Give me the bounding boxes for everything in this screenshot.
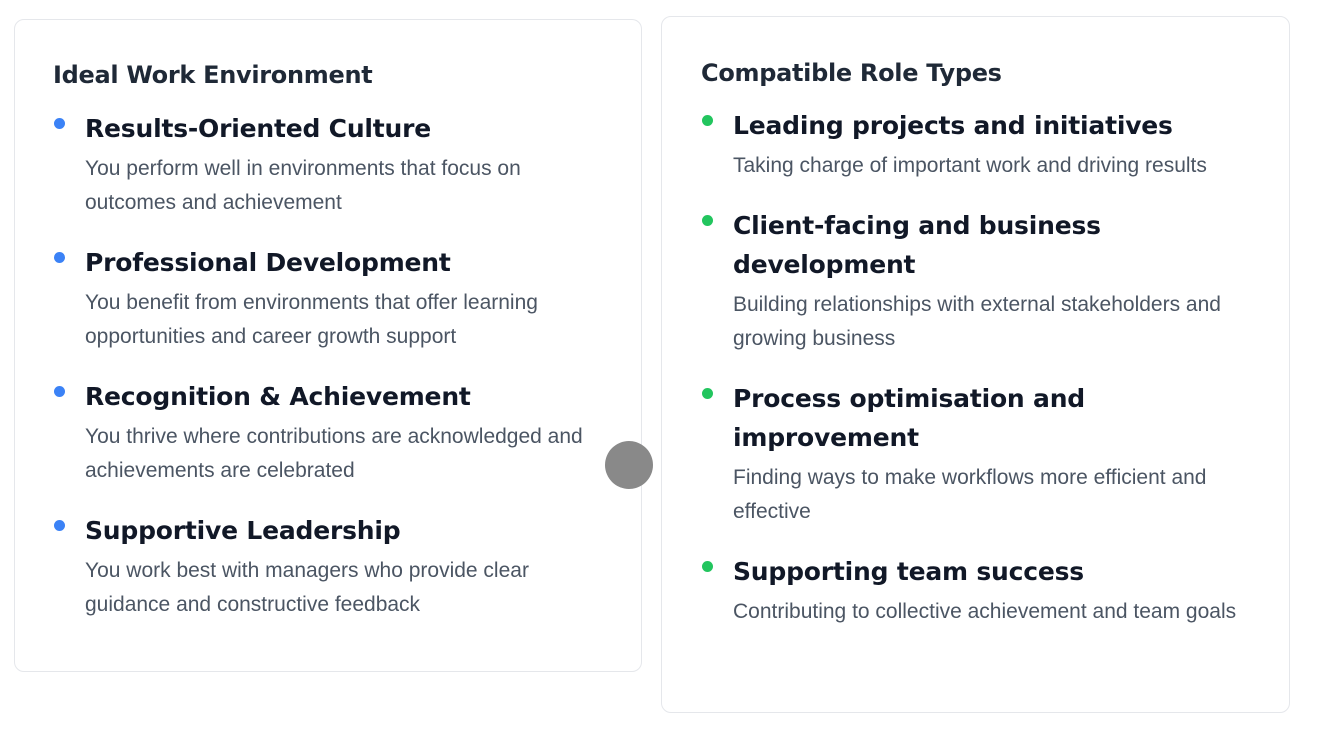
green-bullet-icon bbox=[702, 561, 713, 572]
list-item: Professional Development You benefit fro… bbox=[53, 243, 611, 354]
item-title: Supporting team success bbox=[733, 557, 1084, 586]
blue-bullet-icon bbox=[54, 118, 65, 129]
green-bullet-icon bbox=[702, 388, 713, 399]
list-item: Client-facing and business development B… bbox=[701, 206, 1259, 356]
ideal-work-environment-card: Ideal Work Environment Results-Oriented … bbox=[14, 19, 642, 672]
item-title: Results-Oriented Culture bbox=[85, 114, 432, 143]
item-title: Supportive Leadership bbox=[85, 516, 401, 545]
green-bullet-icon bbox=[702, 215, 713, 226]
drag-handle-cursor[interactable] bbox=[605, 441, 653, 489]
list-item: Supporting team success Contributing to … bbox=[701, 552, 1259, 629]
item-description: Contributing to collective achievement a… bbox=[733, 600, 1237, 623]
blue-bullet-icon bbox=[54, 252, 65, 263]
blue-bullet-icon bbox=[54, 386, 65, 397]
item-description: Building relationships with external sta… bbox=[733, 293, 1221, 350]
list-item: Leading projects and initiatives Taking … bbox=[701, 106, 1259, 183]
card-title: Ideal Work Environment bbox=[53, 61, 373, 89]
item-description: Finding ways to make workflows more effi… bbox=[733, 466, 1207, 523]
blue-bullet-icon bbox=[54, 520, 65, 531]
green-bullet-icon bbox=[702, 115, 713, 126]
item-description: Taking charge of important work and driv… bbox=[733, 154, 1207, 177]
card-title: Compatible Role Types bbox=[701, 59, 1002, 87]
list-item: Process optimisation and improvement Fin… bbox=[701, 379, 1259, 529]
list-item: Results-Oriented Culture You perform wel… bbox=[53, 109, 611, 220]
item-title: Professional Development bbox=[85, 248, 451, 277]
item-title: Recognition & Achievement bbox=[85, 382, 471, 411]
item-description: You benefit from environments that offer… bbox=[85, 291, 538, 348]
item-title: Client-facing and business development bbox=[733, 211, 1101, 279]
list-item: Supportive Leadership You work best with… bbox=[53, 511, 611, 622]
item-description: You thrive where contributions are ackno… bbox=[85, 425, 583, 482]
list-item: Recognition & Achievement You thrive whe… bbox=[53, 377, 611, 488]
compatible-role-types-card: Compatible Role Types Leading projects a… bbox=[661, 16, 1290, 713]
item-description: You work best with managers who provide … bbox=[85, 559, 529, 616]
item-description: You perform well in environments that fo… bbox=[85, 157, 521, 214]
item-title: Process optimisation and improvement bbox=[733, 384, 1085, 452]
item-title: Leading projects and initiatives bbox=[733, 111, 1173, 140]
